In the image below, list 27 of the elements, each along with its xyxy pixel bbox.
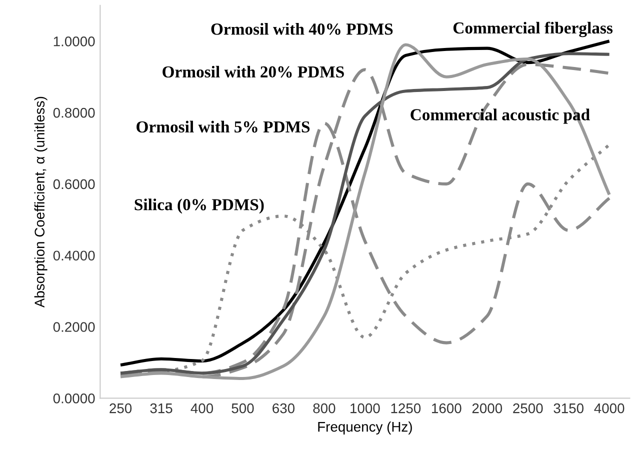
x-axis-title: Frequency (Hz) xyxy=(318,422,412,434)
y-tick-label: 0.8000 xyxy=(53,108,95,118)
x-tick-label: 1250 xyxy=(391,403,421,414)
x-tick-label: 400 xyxy=(190,403,214,414)
x-tick-label: 800 xyxy=(313,403,336,414)
annotation: Commercial fiberglass xyxy=(453,22,613,38)
annotation: Silica (0% PDMS) xyxy=(134,198,264,214)
x-tick-label: 2000 xyxy=(472,403,502,414)
annotation: Ormosil with 20% PDMS xyxy=(162,66,344,78)
y-axis-title: Absorption Coefficient, α (unitless) xyxy=(34,96,48,308)
annotation: Ormosil with 40% PDMS xyxy=(211,23,393,35)
annotation: Ormosil with 5% PDMS xyxy=(136,120,310,133)
x-tick-label: 500 xyxy=(232,403,254,414)
x-tick-label: 630 xyxy=(272,403,295,414)
x-tick-label: 1000 xyxy=(350,403,380,414)
x-tick-label: 4000 xyxy=(594,403,624,414)
y-tick-label: 0.6000 xyxy=(53,179,95,190)
annotation: Commercial acoustic pad xyxy=(410,108,590,124)
y-tick-label: 0.0000 xyxy=(53,393,95,404)
x-tick-label: 250 xyxy=(110,403,132,414)
y-tick-label: 1.0000 xyxy=(54,36,95,46)
y-tick-label: 0.4000 xyxy=(53,250,95,261)
x-tick-label: 2500 xyxy=(513,403,543,414)
y-tick-label: 0.2000 xyxy=(53,322,95,332)
x-tick-label: 3150 xyxy=(554,403,584,414)
x-tick-label: 1600 xyxy=(432,403,462,414)
x-tick-label: 315 xyxy=(150,403,172,414)
